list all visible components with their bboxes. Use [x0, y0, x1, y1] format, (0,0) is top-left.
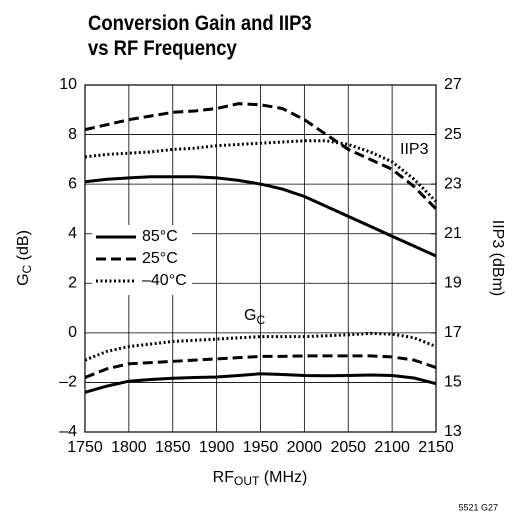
plot-frame [84, 84, 437, 433]
x-tick-label: 2050 [330, 439, 366, 456]
y-tick-label: 4 [68, 225, 77, 242]
legend-label: –40°C [142, 272, 187, 289]
x-tick-label: 2100 [374, 439, 410, 456]
x-tick-label: 1750 [67, 439, 103, 456]
y2-tick-label: 13 [444, 423, 462, 440]
y-tick-label: 10 [59, 76, 77, 93]
y-axis-label: GC (dB) [15, 230, 34, 286]
x-tick-label: 1800 [111, 439, 147, 456]
annotation: GC [244, 307, 265, 327]
series-line [84, 102, 438, 210]
x-tick-label: 1900 [199, 439, 235, 456]
x-tick-label: 2000 [287, 439, 323, 456]
annotation: IIP3 [400, 141, 429, 158]
chart-title: Conversion Gain and IIP3 [88, 12, 312, 35]
series-line [84, 372, 437, 394]
x-tick-label: 2150 [418, 439, 454, 456]
y2-axis-label: IIP3 (dBm) [489, 220, 506, 296]
y-tick-label: –4 [59, 423, 77, 440]
y2-tick-label: 17 [444, 324, 462, 341]
series-line [84, 175, 437, 258]
legend-label: 25°C [142, 250, 178, 267]
y2-tick-label: 19 [444, 275, 462, 292]
y-tick-label: 2 [68, 275, 77, 292]
series-line [84, 354, 437, 379]
y-tick-label: 8 [68, 126, 77, 143]
y2-tick-label: 23 [444, 175, 462, 192]
y-tick-label: 6 [68, 175, 77, 192]
series-line [84, 139, 438, 203]
y2-tick-label: 21 [444, 225, 462, 242]
y2-tick-label: 25 [444, 126, 462, 143]
legend-label: 85°C [142, 228, 178, 245]
chart-title: vs RF Frequency [88, 37, 237, 60]
x-tick-label: 1950 [243, 439, 279, 456]
x-tick-label: 1850 [155, 439, 191, 456]
y2-tick-label: 27 [444, 76, 462, 93]
y-tick-label: –2 [59, 374, 77, 391]
footnote: 5521 G27 [458, 502, 498, 512]
y2-tick-label: 15 [444, 374, 462, 391]
y-tick-label: 0 [68, 324, 77, 341]
x-axis-label: RFOUT (MHz) [213, 469, 308, 488]
